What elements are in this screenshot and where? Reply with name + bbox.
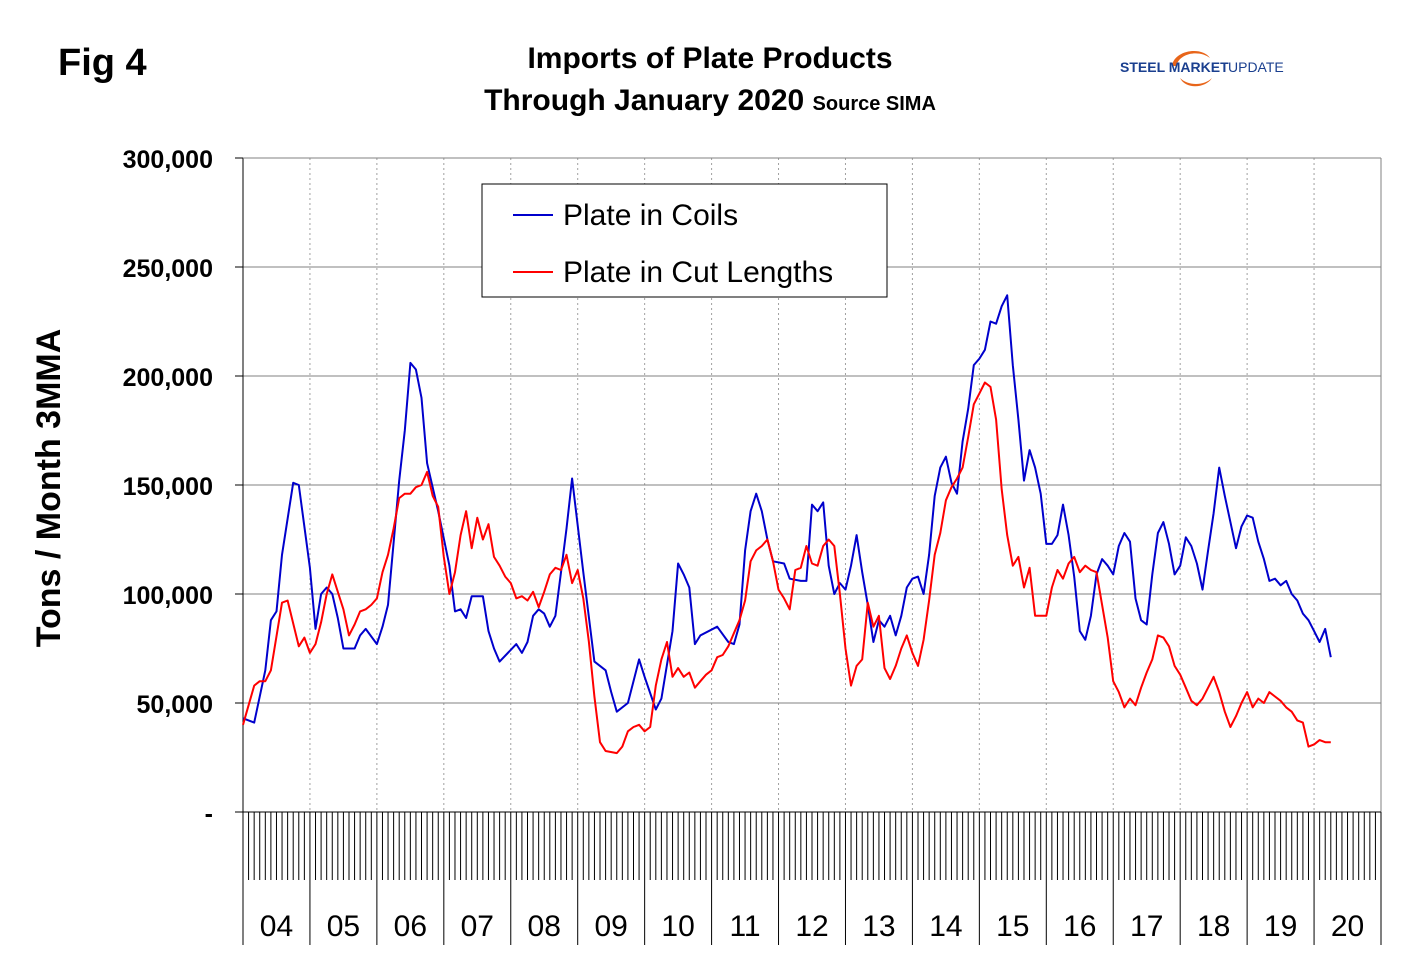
y-tick-label: 200,000 (123, 364, 213, 392)
brand-text-part2: UPDATE (1228, 59, 1284, 75)
x-year-label: 08 (528, 910, 561, 943)
x-year-label: 05 (327, 910, 360, 943)
legend-label-cut: Plate in Cut Lengths (563, 256, 833, 289)
legend-box (481, 183, 888, 298)
y-tick-label: 50,000 (137, 691, 213, 719)
x-year-label: 06 (394, 910, 427, 943)
y-tick-label: 150,000 (123, 473, 213, 501)
series-line-cut-lengths (242, 381, 1331, 755)
x-year-label: 18 (1197, 910, 1230, 943)
legend: Plate in Coils Plate in Cut Lengths (481, 183, 888, 298)
series (242, 294, 1332, 755)
brand-logo: STEEL MARKET UPDATE (1120, 51, 1284, 87)
brand-text-part1: STEEL MARKET (1120, 59, 1229, 75)
x-year-label: 09 (594, 910, 627, 943)
brand-swoosh-icon (1172, 51, 1210, 66)
source-note: Source SIMA (812, 93, 936, 115)
x-year-label: 13 (862, 910, 895, 943)
legend-label-coils: Plate in Coils (563, 199, 738, 232)
chart-title: Imports of Plate Products Through Januar… (400, 38, 1020, 125)
x-year-label: 17 (1130, 910, 1163, 943)
y-tick-label: 250,000 (123, 255, 213, 283)
title-line-1: Imports of Plate Products (527, 42, 893, 75)
title-line-2: Through January 2020 Source SIMA (400, 80, 1020, 125)
x-year-label: 20 (1331, 910, 1364, 943)
axes: - 50,000 100,000 150,000 200,000 250,000 300,0… (123, 146, 1382, 945)
x-year-label: 10 (661, 910, 694, 943)
x-year-label: 12 (795, 910, 828, 943)
y-tick-label: - (205, 800, 213, 828)
y-tick-label: 300,000 (123, 146, 213, 174)
series-line-coils (242, 294, 1332, 724)
figure-label: Fig 4 (58, 42, 147, 84)
y-tick-label: 100,000 (123, 582, 213, 610)
y-axis-label: Tons / Month 3MMA (30, 329, 68, 648)
x-year-label: 07 (461, 910, 494, 943)
x-year-label: 15 (996, 910, 1029, 943)
title-line-2-text: Through January 2020 (484, 84, 805, 117)
x-year-label: 04 (260, 910, 293, 943)
x-year-label: 14 (929, 910, 962, 943)
x-year-label: 16 (1063, 910, 1096, 943)
brand-swoosh-lower-icon (1180, 78, 1212, 87)
x-year-label: 11 (729, 910, 760, 943)
x-year-label: 19 (1264, 910, 1297, 943)
